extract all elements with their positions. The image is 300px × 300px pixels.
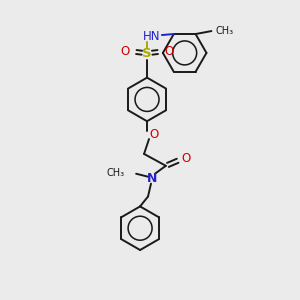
Text: O: O [149, 128, 159, 141]
Text: CH₃: CH₃ [215, 26, 233, 36]
Text: O: O [121, 45, 130, 58]
Text: O: O [164, 45, 173, 58]
Text: S: S [142, 47, 152, 60]
Text: N: N [147, 172, 157, 185]
Text: O: O [181, 152, 190, 165]
Text: HN: HN [143, 29, 161, 43]
Text: CH₃: CH₃ [106, 168, 124, 178]
